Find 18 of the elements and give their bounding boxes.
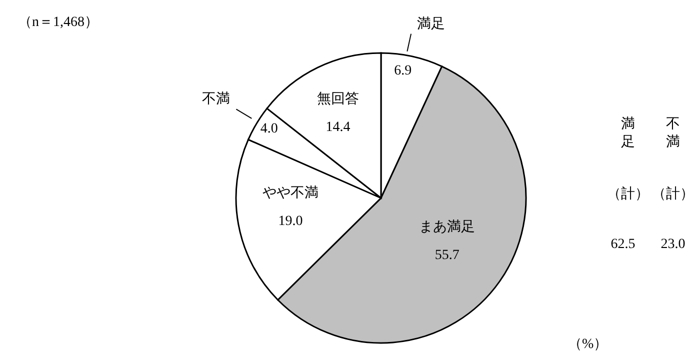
text: 不満 xyxy=(666,117,680,150)
data-label: 6.9 xyxy=(394,64,412,79)
text: （計） xyxy=(652,186,694,202)
text: 62.5 xyxy=(610,237,636,252)
data-label: 55.7 xyxy=(434,248,460,264)
slice-label: やや不満 xyxy=(262,184,318,201)
text: 23.0 xyxy=(660,237,686,252)
data-label: 19.0 xyxy=(278,214,303,229)
text: （%） xyxy=(568,337,608,352)
data-label: 4.0 xyxy=(260,121,278,136)
slice-label: 不満 xyxy=(202,91,230,108)
slice-label: 満足 xyxy=(417,16,446,32)
slice-label: まあ満足 xyxy=(419,219,476,236)
slice-label: 無回答 xyxy=(316,90,359,107)
text: （計） xyxy=(607,186,649,202)
data-label: 14.4 xyxy=(326,120,350,135)
text: 満足 xyxy=(621,116,635,150)
text: （n＝1,468） xyxy=(18,15,98,30)
